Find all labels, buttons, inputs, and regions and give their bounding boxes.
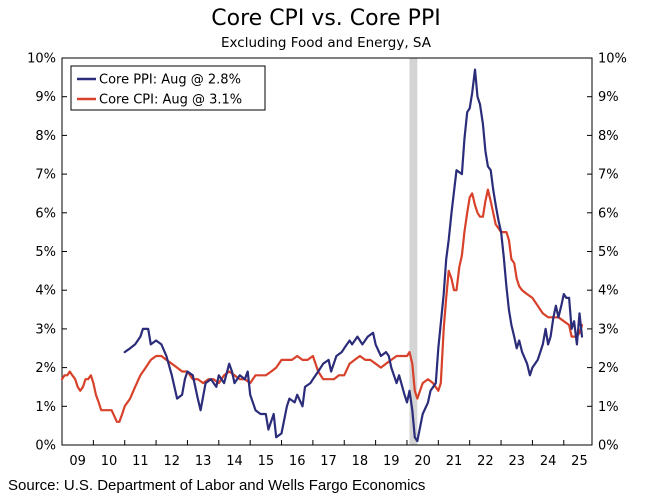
source-note: Source: U.S. Department of Labor and Wel… (8, 477, 426, 494)
y-tick-label-left: 9% (35, 90, 56, 105)
x-tick-label: 09 (69, 454, 86, 469)
x-tick-label: 10 (101, 454, 118, 469)
y-tick-label-right: 5% (598, 245, 619, 260)
chart-subtitle: Excluding Food and Energy, SA (220, 35, 431, 51)
x-tick-label: 13 (195, 454, 212, 469)
core-ppi-line (123, 68, 584, 443)
x-tick-label: 16 (289, 454, 306, 469)
y-tick-label-right: 4% (598, 284, 619, 299)
y-tick-label-left: 2% (35, 361, 56, 376)
y-tick-label-right: 8% (598, 129, 619, 144)
x-tick-label: 15 (258, 454, 275, 469)
x-tick-label: 11 (132, 454, 149, 469)
x-tick-label: 23 (508, 454, 525, 469)
y-tick-label-left: 3% (35, 322, 56, 337)
x-tick-label: 14 (226, 454, 243, 469)
chart-title: Core CPI vs. Core PPI (211, 6, 441, 31)
x-tick-label: 12 (163, 454, 180, 469)
y-tick-label-right: 9% (598, 90, 619, 105)
y-tick-label-right: 7% (598, 168, 619, 183)
x-tick-label: 22 (477, 454, 494, 469)
x-tick-label: 24 (540, 454, 557, 469)
legend-label-cpi: Core CPI: Aug @ 3.1% (99, 93, 242, 108)
y-tick-label-left: 6% (35, 206, 56, 221)
y-tick-label-right: 3% (598, 322, 619, 337)
y-tick-label-right: 6% (598, 206, 619, 221)
y-tick-label-right: 2% (598, 361, 619, 376)
x-tick-label: 17 (320, 454, 337, 469)
plot-frame (61, 57, 593, 446)
recession-band (409, 58, 418, 445)
y-tick-label-left: 4% (35, 284, 56, 299)
y-tick-label-left: 0% (35, 439, 56, 454)
y-tick-label-left: 10% (27, 52, 56, 67)
legend-box (70, 65, 266, 111)
y-tick-label-left: 8% (35, 129, 56, 144)
core-cpi-line (60, 188, 584, 423)
y-tick-label-right: 0% (598, 439, 619, 454)
y-tick-label-left: 5% (35, 245, 56, 260)
x-tick-label: 25 (571, 454, 588, 469)
x-tick-label: 21 (446, 454, 463, 469)
x-tick-label: 20 (414, 454, 431, 469)
x-tick-label: 19 (383, 454, 400, 469)
y-tick-label-left: 7% (35, 168, 56, 183)
y-tick-label-left: 1% (35, 400, 56, 415)
y-tick-label-right: 10% (598, 52, 627, 67)
line-chart: 0% 0% 1% 1% 2% 2% 3% 3% 4% 4% 5% 5% 6% 6% 7% 7% 8% 8% 9% 9%… (27, 52, 627, 470)
legend-label-ppi: Core PPI: Aug @ 2.8% (99, 73, 241, 88)
x-tick-label: 18 (352, 454, 369, 469)
y-tick-label-right: 1% (598, 400, 619, 415)
